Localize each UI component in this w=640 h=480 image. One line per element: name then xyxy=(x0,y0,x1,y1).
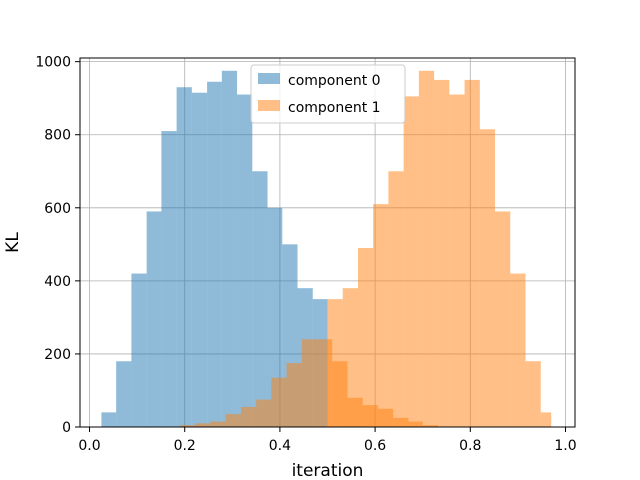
y-tick-label: 1000 xyxy=(35,55,71,71)
x-axis-ticks: 0.0 0.2 0.4 0.6 0.8 1.0 xyxy=(78,427,577,454)
histogram-bar-component-1 xyxy=(256,399,272,427)
y-tick-label: 800 xyxy=(44,128,71,144)
histogram-bar-component-1 xyxy=(301,339,318,427)
histogram-bar-component-1 xyxy=(327,299,343,427)
histogram-bar-component-0 xyxy=(101,412,117,427)
legend-label-component-0: component 0 xyxy=(288,73,381,89)
x-tick-label: 0.4 xyxy=(269,438,291,454)
histogram-bar-component-1 xyxy=(225,414,241,427)
histogram-bar-component-1 xyxy=(418,70,435,427)
histogram-bar-component-0 xyxy=(252,171,268,427)
histogram-bar-component-1 xyxy=(195,423,211,427)
histogram-bar-component-0 xyxy=(237,94,253,427)
histogram-bar-component-1 xyxy=(240,406,257,427)
histogram-bar-component-1 xyxy=(179,425,196,427)
histogram-bar-component-1 xyxy=(510,273,526,427)
y-axis-ticks: 0 200 400 600 800 1000 xyxy=(35,55,80,436)
y-tick-label: 200 xyxy=(44,347,71,363)
legend-swatch-component-1 xyxy=(258,100,280,111)
histogram-bar-component-1 xyxy=(434,79,450,428)
y-tick-label: 0 xyxy=(62,420,71,436)
histogram-bar-component-1 xyxy=(271,377,287,427)
histogram-bar-component-1 xyxy=(403,96,419,427)
histogram-bar-component-0 xyxy=(267,207,283,427)
x-tick-label: 1.0 xyxy=(554,438,576,454)
histogram-bar-component-0 xyxy=(221,70,238,427)
histogram-bar-component-1 xyxy=(373,204,389,427)
histogram-bar-component-0 xyxy=(191,92,208,428)
histogram-bar-component-0 xyxy=(116,361,132,427)
histogram-bar-component-1 xyxy=(540,412,552,427)
histogram-bar-component-1 xyxy=(388,171,404,427)
legend-box xyxy=(250,64,406,124)
histogram-bar-component-1 xyxy=(342,288,358,427)
y-tick-label: 600 xyxy=(44,201,71,217)
histogram-bar-component-0 xyxy=(207,81,222,427)
x-tick-label: 0.0 xyxy=(78,438,100,454)
histogram-bar-component-1 xyxy=(479,129,496,428)
x-tick-label: 0.2 xyxy=(174,438,196,454)
x-tick-label: 0.6 xyxy=(364,438,386,454)
x-tick-label: 0.8 xyxy=(459,438,481,454)
legend: component 0 component 1 xyxy=(250,64,406,124)
histogram-bar-component-1 xyxy=(357,247,374,427)
histogram-bars xyxy=(101,70,552,428)
histogram-bar-component-0 xyxy=(161,131,177,427)
x-axis-label: iteration xyxy=(292,461,364,480)
histogram-bar-component-1 xyxy=(525,361,541,427)
legend-swatch-component-0 xyxy=(258,73,280,84)
histogram-bar-component-1 xyxy=(464,79,480,428)
histogram-bar-component-0 xyxy=(131,273,147,427)
plot-frame xyxy=(79,57,576,428)
histogram-bar-component-0 xyxy=(146,211,162,427)
y-axis-label: KL xyxy=(3,232,23,253)
histogram-bar-component-1 xyxy=(495,211,511,427)
histogram-bar-component-0 xyxy=(176,87,192,427)
histogram-bar-component-1 xyxy=(286,363,302,427)
histogram-bar-component-1 xyxy=(449,94,465,427)
legend-label-component-1: component 1 xyxy=(288,100,381,116)
histogram-bar-component-1 xyxy=(210,421,226,427)
y-tick-label: 400 xyxy=(44,274,71,290)
